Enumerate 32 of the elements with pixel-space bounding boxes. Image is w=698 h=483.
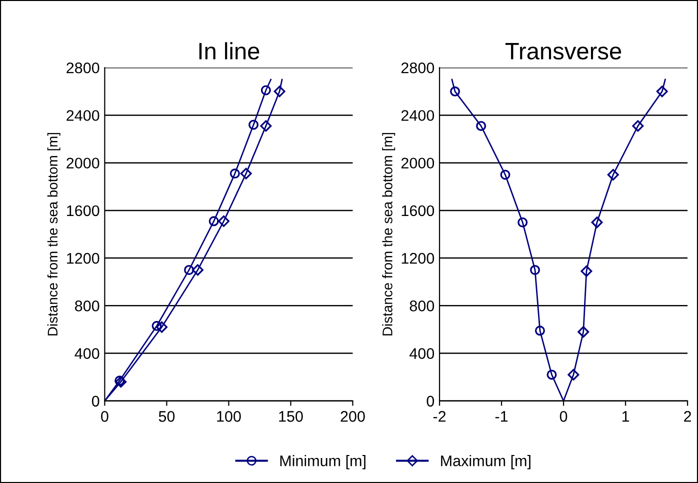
- y-tick-label: 2800: [66, 62, 100, 74]
- x-tick-label: 100: [217, 411, 241, 422]
- y-tick-label: 800: [410, 300, 434, 312]
- y-tick-label: 0: [92, 396, 100, 407]
- y-axis-title: Distance from the sea bottom [m]: [382, 132, 396, 336]
- x-tick-label: 0: [101, 411, 108, 422]
- x-tick-label: 0: [560, 411, 568, 422]
- x-tick-label: 150: [279, 411, 303, 422]
- x-tick-label: -2: [433, 411, 446, 422]
- legend-label: Minimum [m]: [280, 455, 366, 470]
- y-tick-label: 2000: [401, 158, 434, 169]
- y-tick-label: 400: [74, 348, 100, 359]
- chart-title: Transverse: [505, 43, 622, 60]
- y-tick-label: 2800: [401, 62, 434, 74]
- x-tick-label: 50: [158, 411, 175, 422]
- chart-title: In line: [199, 42, 260, 60]
- y-tick-label: 2000: [66, 158, 100, 169]
- y-tick-label: 2400: [401, 110, 434, 121]
- x-tick-label: 1: [622, 411, 630, 422]
- y-tick-label: 800: [75, 300, 100, 312]
- legend-label: Maximum [m]: [441, 455, 530, 470]
- y-tick-label: 2400: [66, 110, 100, 121]
- y-tick-label: 1200: [402, 252, 434, 264]
- y-tick-label: 1600: [402, 205, 434, 216]
- y-tick-label: 1600: [67, 205, 100, 216]
- y-axis-title: Distance from the sea bottom [m]: [47, 132, 60, 336]
- x-tick-label: -1: [495, 411, 508, 422]
- y-tick-label: 400: [410, 348, 434, 359]
- y-tick-label: 1200: [67, 252, 100, 264]
- x-tick-label: 200: [340, 411, 365, 422]
- x-tick-label: 2: [684, 411, 692, 422]
- y-tick-label: 0: [426, 396, 434, 407]
